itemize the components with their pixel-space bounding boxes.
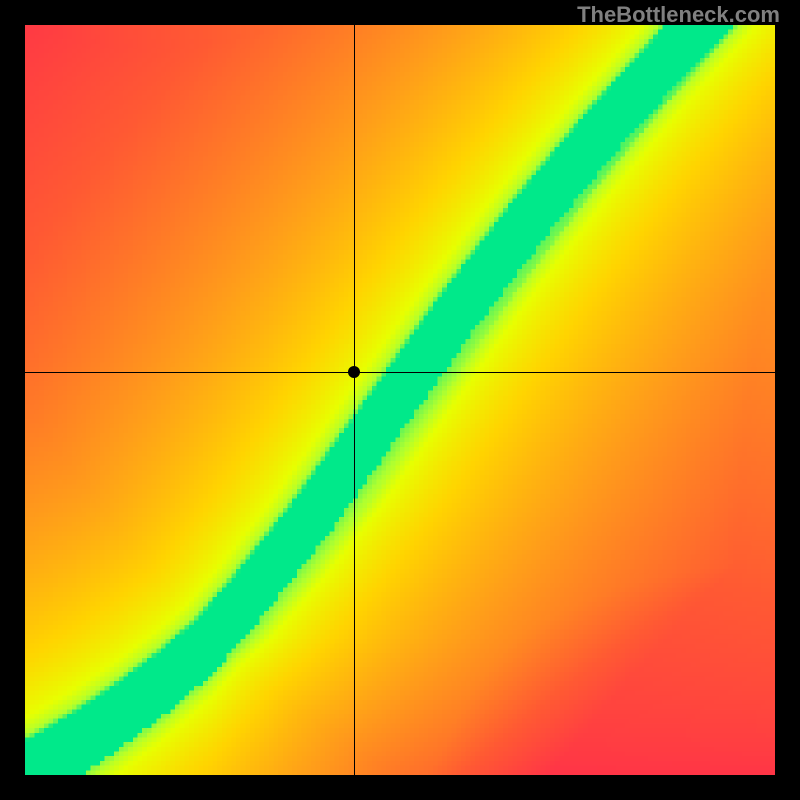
chart-container: TheBottleneck.com (0, 0, 800, 800)
watermark-text: TheBottleneck.com (577, 2, 780, 28)
crosshair-vertical (354, 25, 355, 775)
plot-area (25, 25, 775, 775)
crosshair-horizontal (25, 372, 775, 373)
crosshair-marker (348, 366, 360, 378)
heatmap-canvas (25, 25, 775, 775)
